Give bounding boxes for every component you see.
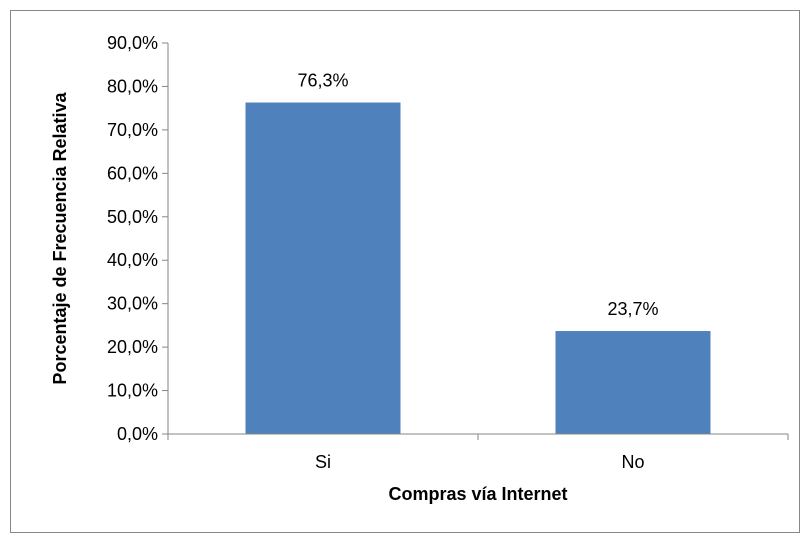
y-tick-label: 30,0% bbox=[107, 294, 158, 314]
x-tick-label-si: Si bbox=[315, 452, 331, 472]
y-axis-ticks: 0,0% 10,0% 20,0% 30,0% 40,0% 50,0% 60,0% 70,0% 8… bbox=[107, 33, 168, 444]
y-tick-label: 0,0% bbox=[117, 424, 158, 444]
y-tick-label: 80,0% bbox=[107, 76, 158, 96]
bar-si bbox=[245, 102, 401, 434]
bars: 76,3% 23,7% bbox=[245, 71, 711, 434]
y-tick-label: 20,0% bbox=[107, 337, 158, 357]
data-label-si: 76,3% bbox=[297, 71, 348, 91]
x-tick-label-no: No bbox=[621, 452, 644, 472]
y-tick-label: 70,0% bbox=[107, 120, 158, 140]
y-tick-label: 60,0% bbox=[107, 163, 158, 183]
x-axis-ticks: Si No bbox=[167, 434, 789, 472]
bar-no bbox=[555, 331, 711, 434]
chart-frame bbox=[10, 10, 800, 533]
y-tick-label: 90,0% bbox=[107, 33, 158, 53]
data-label-no: 23,7% bbox=[607, 299, 658, 319]
y-tick-label: 40,0% bbox=[107, 250, 158, 270]
x-axis-title: Compras vía Internet bbox=[388, 484, 567, 504]
y-tick-label: 10,0% bbox=[107, 381, 158, 401]
y-tick-label: 50,0% bbox=[107, 207, 158, 227]
y-axis-title: Porcentaje de Frecuencia Relativa bbox=[50, 91, 70, 384]
